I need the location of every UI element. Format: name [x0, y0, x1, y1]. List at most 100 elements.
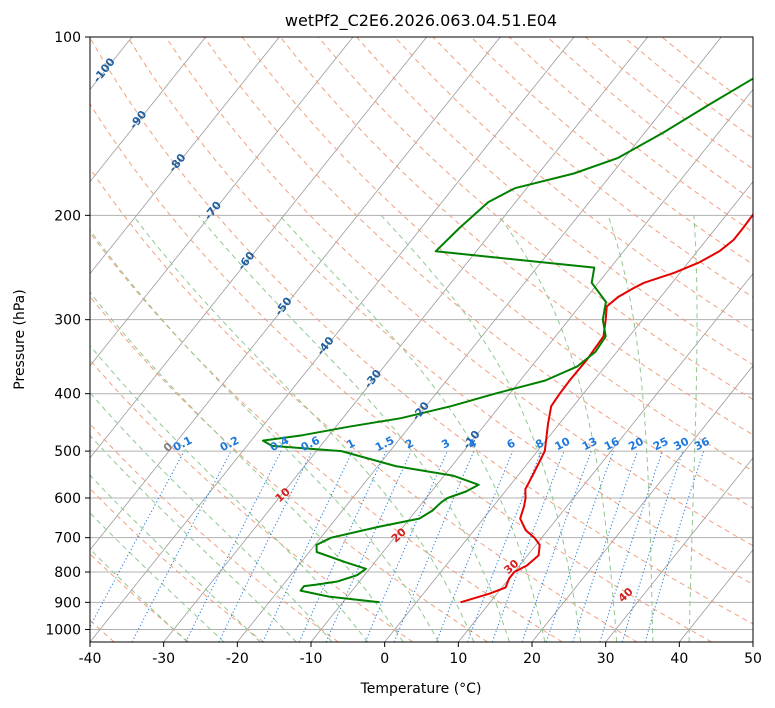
moist-adiabat — [90, 291, 404, 642]
mixing-ratio-line — [572, 450, 639, 642]
isotherm — [90, 37, 280, 275]
dry-adiabat — [127, 37, 753, 586]
mixing-ratio-line — [364, 450, 448, 642]
dry-adiabat — [203, 37, 753, 509]
mixing-ratio-line — [131, 450, 232, 642]
isotherm — [678, 549, 753, 642]
moist-adiabat — [197, 214, 510, 642]
dry-adiabat — [90, 37, 753, 625]
mixing-ratio-label: 25 — [651, 435, 671, 454]
dry-adiabat — [508, 37, 753, 233]
x-tick-label: -10 — [300, 651, 323, 667]
mixing-ratio-line — [393, 450, 475, 642]
x-tick-label: -20 — [226, 651, 249, 667]
x-tick-label: -40 — [79, 651, 102, 667]
mixing-ratio-label: 2 — [403, 436, 416, 451]
moist-adiabat — [90, 229, 439, 642]
mixing-ratio-line — [491, 450, 565, 642]
moist-adiabat — [279, 214, 546, 642]
moist-adiabat — [498, 215, 618, 642]
isotherm — [90, 37, 575, 642]
moist-adiabat — [90, 474, 261, 642]
dry-adiabat — [470, 37, 753, 266]
moist-adiabat — [90, 548, 188, 642]
dry-adiabat — [165, 37, 753, 547]
isotherm — [236, 37, 722, 642]
temperature-profile — [460, 213, 753, 604]
y-tick-label: 100 — [54, 30, 81, 46]
moist-adiabat — [607, 215, 654, 642]
y-tick-label: 400 — [54, 387, 81, 403]
y-axis-label: Pressure (hPa) — [12, 289, 28, 389]
isotherm — [605, 457, 753, 642]
dry-adiabat — [90, 103, 712, 642]
mixing-ratio-line — [262, 450, 353, 642]
dry-adiabat — [90, 487, 264, 642]
x-tick-label: 30 — [597, 651, 615, 667]
mixing-ratio-label: 36 — [692, 435, 712, 454]
dewpoint-profile — [261, 77, 753, 604]
isotherm — [0, 37, 58, 642]
isotherm — [457, 272, 753, 642]
moist-adiabat — [90, 512, 225, 642]
moist-adiabat — [90, 344, 369, 642]
moist-adiabat — [688, 215, 698, 642]
isotherm — [90, 37, 207, 183]
dry-adiabat — [318, 37, 753, 401]
x-axis-label: Temperature (°C) — [360, 681, 482, 697]
mixing-ratio-label: 30 — [671, 435, 691, 454]
y-tick-label: 600 — [54, 491, 81, 507]
mixing-ratio-label: 3 — [439, 436, 452, 451]
dry-adiabat — [279, 37, 753, 436]
mixing-ratio-line — [435, 450, 514, 642]
x-tick-label: 10 — [449, 651, 467, 667]
mixing-ratio-line — [90, 450, 185, 628]
x-axis: -40 -30 -20 -10 0 10 20 30 40 50 — [79, 642, 762, 667]
grid-layer — [0, 37, 753, 642]
mixing-ratio-line — [644, 450, 705, 642]
dry-adiabat — [547, 37, 753, 201]
moist-adiabat — [380, 214, 582, 642]
x-tick-label: 50 — [744, 651, 762, 667]
dry-adiabat — [90, 231, 563, 642]
mixing-ratio-line — [185, 450, 282, 642]
mixing-ratio-label: 6 — [505, 436, 518, 451]
plot-frame — [89, 36, 754, 643]
isotherm — [90, 37, 428, 459]
isotherm — [163, 37, 649, 642]
chart-title: wetPf2_C2E6.2026.063.04.51.E04 — [285, 11, 557, 31]
y-tick-label: 800 — [54, 565, 81, 581]
x-tick-label: 0 — [380, 651, 389, 667]
mixing-ratio-line — [218, 450, 313, 642]
mixing-ratio-label: 10 — [553, 435, 573, 454]
dry-adiabat — [394, 37, 753, 332]
mixing-ratio-line — [521, 450, 592, 642]
mixing-ratio-label: 1 — [345, 436, 358, 451]
x-tick-label: 40 — [670, 651, 688, 667]
isotherm — [90, 37, 354, 367]
y-axis: 100 200 300 400 500 600 700 800 900 1000 — [45, 30, 90, 638]
isotherm — [531, 365, 753, 642]
x-tick-label: 20 — [523, 651, 541, 667]
dry-adiabat-label: 20 — [389, 525, 409, 545]
dry-adiabat — [585, 37, 753, 170]
mixing-ratio-label: 20 — [626, 435, 646, 454]
moist-adiabat — [90, 392, 333, 642]
dry-adiabat — [90, 295, 488, 642]
mixing-ratio-line — [325, 450, 412, 642]
mixing-ratio-label: 16 — [602, 435, 622, 454]
dry-adiabat — [90, 553, 190, 642]
series-layer — [261, 77, 753, 604]
moist-adiabat — [132, 215, 475, 642]
isotherm — [90, 37, 501, 551]
isotherm — [752, 641, 753, 642]
y-tick-label: 300 — [54, 313, 81, 329]
mixing-ratio-label: 13 — [580, 435, 600, 454]
y-tick-label: 700 — [54, 531, 81, 547]
mixing-ratio-line — [298, 450, 387, 642]
y-tick-label: 900 — [54, 595, 81, 611]
mixing-ratio-line — [467, 450, 542, 642]
y-tick-label: 1000 — [45, 622, 81, 638]
dry-adiabat — [90, 167, 638, 642]
